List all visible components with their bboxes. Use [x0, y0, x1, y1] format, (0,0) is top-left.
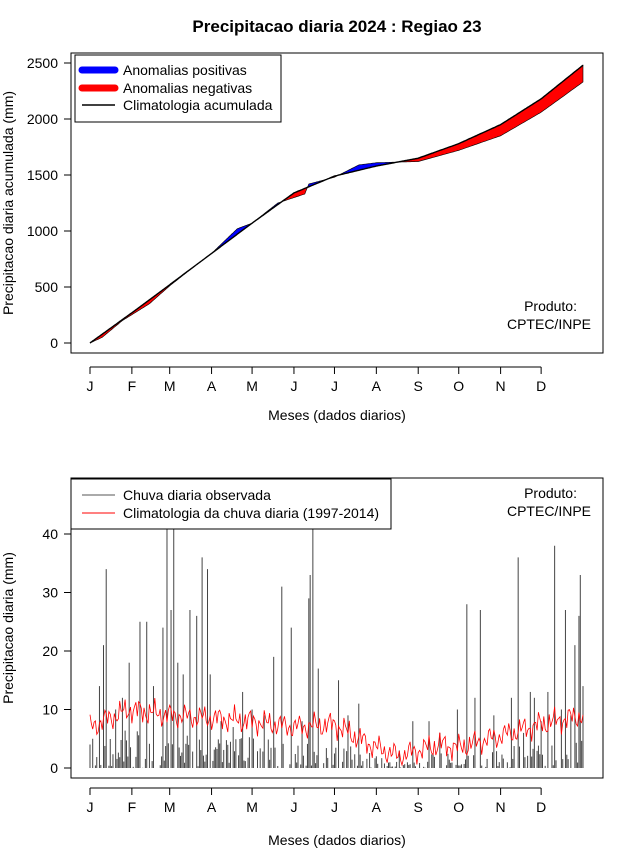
cumulative-x-tick-label: M [164, 378, 176, 394]
daily-x-tick-label: S [414, 799, 423, 815]
cumulative-x-tick-label: J [331, 378, 338, 394]
daily-x-tick-label: J [290, 799, 297, 815]
cumulative-legend: Anomalias positivas Anomalias negativas … [74, 54, 282, 123]
daily-y-tick-label: 20 [42, 643, 58, 659]
daily-x-axis-label: Meses (dados diarios) [268, 832, 406, 848]
cumulative-product-source: CPTEC/INPE [507, 316, 591, 332]
daily-x-tick-label: M [164, 799, 176, 815]
legend-label-negative: Anomalias negativas [123, 80, 252, 96]
daily-x-tick-label: A [207, 799, 217, 815]
daily-x-tick-label: J [331, 799, 338, 815]
negative-anomaly-area [396, 64, 584, 163]
daily-y-tick-label: 30 [42, 585, 58, 601]
cumulative-y-tick-label: 2500 [27, 55, 58, 71]
legend-label-climatology: Climatologia acumulada [123, 97, 273, 113]
cumulative-x-tick-label: M [246, 378, 258, 394]
daily-y-tick-label: 40 [42, 526, 58, 542]
cumulative-x-tick-label: A [372, 378, 382, 394]
daily-chart: 0 10 20 30 40 J F M A M J J A S O N D Precipitacao diar… [0, 477, 604, 848]
cumulative-x-tick-label: N [496, 378, 506, 394]
daily-x-tick-label: N [496, 799, 506, 815]
daily-legend-box [70, 478, 392, 530]
figure-title: Precipitacao diaria 2024 : Regiao 23 [192, 17, 481, 36]
daily-x-tick-label: J [87, 799, 94, 815]
cumulative-x-tick-label: J [290, 378, 297, 394]
cumulative-product-label: Produto: [524, 298, 577, 314]
cumulative-y-tick-label: 2000 [27, 111, 58, 127]
cumulative-x-tick-label: J [87, 378, 94, 394]
cumulative-x-tick-label: A [207, 378, 217, 394]
cumulative-y-tick-label: 1000 [27, 223, 58, 239]
cumulative-x-tick-label: F [128, 378, 137, 394]
legend-label-daily-climatology: Climatologia da chuva diaria (1997-2014) [123, 505, 379, 521]
daily-x-tick-label: A [372, 799, 382, 815]
cumulative-x-tick-label: O [453, 378, 464, 394]
daily-product-label: Produto: [524, 485, 577, 501]
cumulative-y-tick-label: 500 [35, 279, 59, 295]
daily-y-axis-label: Precipitacao diaria (mm) [0, 552, 16, 704]
daily-climatology-line [89, 697, 584, 767]
cumulative-y-tick-label: 1500 [27, 167, 58, 183]
daily-x-tick-label: M [246, 799, 258, 815]
legend-label-positive: Anomalias positivas [123, 62, 247, 78]
daily-x-tick-label: O [453, 799, 464, 815]
cumulative-x-tick-label: D [536, 378, 546, 394]
cumulative-y-axis-label: Precipitacao diaria acumulada (mm) [0, 91, 16, 315]
climatology-cumulative-line [89, 64, 584, 344]
daily-x-tick-label: F [128, 799, 137, 815]
daily-y-tick-label: 0 [50, 760, 58, 776]
cumulative-x-tick-label: S [414, 378, 423, 394]
daily-product-source: CPTEC/INPE [507, 503, 591, 519]
daily-x-tick-label: D [536, 799, 546, 815]
cumulative-y-tick-label: 0 [50, 335, 58, 351]
daily-y-tick-label: 10 [42, 702, 58, 718]
daily-legend: Chuva diaria observada Climatologia da c… [70, 478, 392, 530]
legend-label-observed: Chuva diaria observada [123, 487, 271, 503]
cumulative-chart: 0 500 1000 1500 2000 2500 J F M A M J J A S O N D Precip… [0, 52, 604, 423]
cumulative-x-axis-label: Meses (dados diarios) [268, 407, 406, 423]
